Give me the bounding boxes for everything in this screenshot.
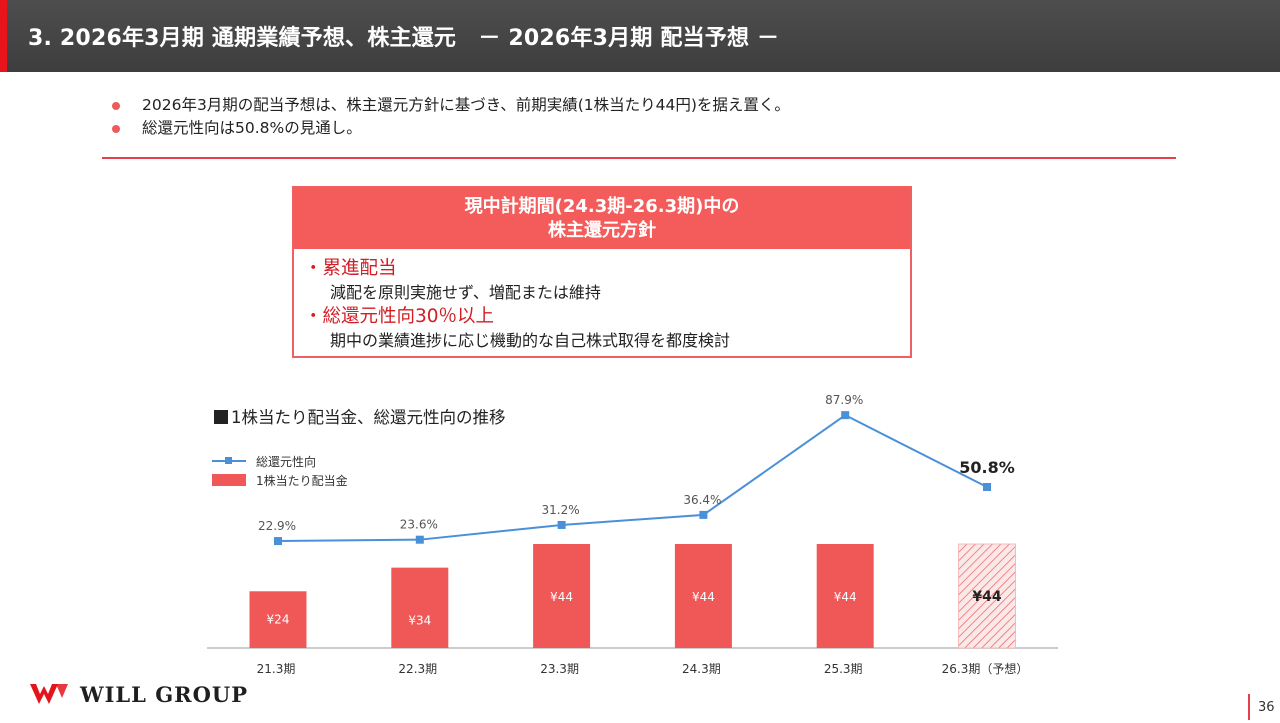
page-title: 3. 2026年3月期 通期業績予想、株主還元 － 2026年3月期 配当予想 … [28,26,780,51]
line-marker [415,535,424,544]
line-marker [557,520,566,529]
bar [816,544,874,648]
legend-bar-swatch [212,474,246,486]
summary-bullets: 2026年3月期の配当予想は、株主還元方針に基づき、前期実績(1株当たり44円)… [112,94,790,140]
page-number-bar [1248,694,1250,720]
policy-item-detail: 期中の業績進捗に応じ機動的な自己株式取得を都度検討 [330,331,731,350]
bar [533,544,591,648]
x-tick-label: 21.3期 [257,662,296,676]
bullet-dot-icon [112,101,120,110]
bar [674,544,732,648]
policy-title-line2: 株主還元方針 [548,220,656,241]
line-marker [699,510,708,519]
line-value-label: 36.4% [683,493,721,507]
bar-value-label: ¥44 [692,590,715,604]
policy-item-detail: 減配を原則実施せず、増配または維持 [330,283,601,302]
chart-section-title: 1株当たり配当金、総還元性向の推移 [214,404,506,428]
x-tick-label: 23.3期 [540,662,579,676]
line-marker [841,411,850,420]
x-tick-label: 24.3期 [682,662,721,676]
line-value-label: 22.9% [258,519,296,533]
policy-item-heading: ・総還元性向30％以上 [304,306,495,327]
line-marker [983,483,991,492]
bullet-dot-icon [112,124,120,133]
chart-legend: 総還元性向 1株当たり配当金 [212,454,348,488]
bar-value-label: ¥24 [267,613,290,627]
bullet-item: 2026年3月期の配当予想は、株主還元方針に基づき、前期実績(1株当たり44円)… [112,94,790,117]
bar [391,567,449,648]
x-tick-label: 25.3期 [824,662,863,676]
line-value-label: 50.8% [959,458,1015,477]
bar-value-label: ¥44 [972,589,1001,605]
line-marker [274,537,282,546]
will-group-logo-icon [30,684,68,704]
company-logo: WILL GROUP [28,680,248,708]
payout-ratio-line [277,413,988,543]
bar-value-label: ¥34 [408,614,431,628]
chart-section-title-text: 1株当たり配当金、総還元性向の推移 [231,408,506,427]
bullet-text: 2026年3月期の配当予想は、株主還元方針に基づき、前期実績(1株当たり44円)… [142,96,790,114]
page-number: 36 [1258,700,1275,715]
bar-forecast [958,543,1016,649]
bar-value-label: ¥44 [834,590,857,604]
header-bar: 3. 2026年3月期 通期業績予想、株主還元 － 2026年3月期 配当予想 … [0,0,1280,72]
x-tick-label: 26.3期（予想） [942,661,1029,676]
policy-header: 現中計期間(24.3期-26.3期)中の 株主還元方針 [294,188,910,249]
line-value-label: 31.2% [542,503,580,517]
header-accent [0,0,7,72]
square-bullet-icon [214,410,228,424]
legend-label-bar: 1株当たり配当金 [256,473,348,488]
bullet-text: 総還元性向は50.8%の見通し。 [142,119,362,137]
line-value-label: 87.9% [825,393,863,407]
logo-text: WILL GROUP [80,681,249,707]
legend-marker-icon [225,457,232,464]
divider [102,157,1176,159]
bar-value-label: ¥44 [550,590,573,604]
policy-title-line1: 現中計期間(24.3期-26.3期)中の [464,196,740,217]
bar [249,591,307,648]
policy-item-heading: ・累進配当 [304,258,397,279]
policy-box: 現中計期間(24.3期-26.3期)中の 株主還元方針 ・累進配当 減配を原則実… [292,186,912,358]
legend-label-line: 総還元性向 [256,454,316,469]
bullet-item: 総還元性向は50.8%の見通し。 [112,117,790,140]
line-value-label: 23.6% [400,518,438,532]
policy-body: ・累進配当 減配を原則実施せず、増配または維持 ・総還元性向30％以上 期中の業… [294,249,910,353]
x-tick-label: 22.3期 [398,662,437,676]
